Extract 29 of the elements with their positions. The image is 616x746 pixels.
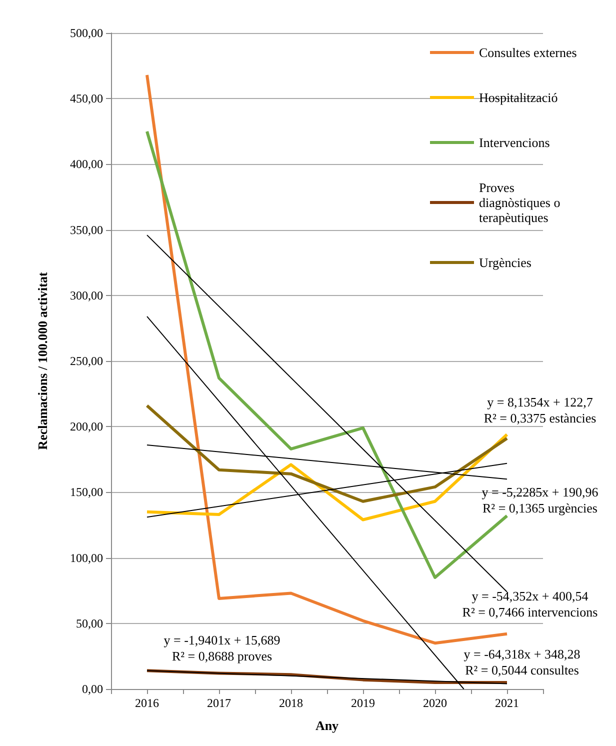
y-tick-label: 400,00	[70, 157, 103, 172]
y-axis-title: Reclamacions / 100.000 activitat	[35, 272, 50, 450]
y-tick-label: 150,00	[70, 485, 103, 500]
x-tick-label: 2019	[351, 696, 375, 710]
y-tick-label: 300,00	[70, 288, 103, 302]
y-tick-label: 50,00	[76, 616, 103, 630]
annotation: y = 8,1354x + 122,7 R² = 0,3375 estàncies	[484, 394, 596, 426]
legend-label: Proves diagnòstiques o terapèutiques	[479, 180, 564, 225]
y-tick-label: 0,00	[82, 682, 103, 696]
x-axis-title: Any	[315, 718, 340, 733]
legend-label: Intervencions	[479, 135, 550, 150]
x-tick-label: 2016	[135, 696, 159, 710]
legend-label: Urgències	[479, 255, 532, 270]
y-tick-label: 100,00	[70, 550, 103, 565]
x-tick-label: 2021	[495, 696, 519, 710]
legend-label: Hospitalització	[479, 90, 558, 105]
annotation: y = -1,9401x + 15,689 R² = 0,8688 proves	[164, 632, 280, 664]
x-tick-label: 2020	[423, 696, 447, 710]
annotation: y = -54,352x + 400,54 R² = 0,7466 intervencions	[462, 588, 598, 620]
y-tick-label: 500,00	[70, 26, 103, 40]
legend-label: Consultes externes	[479, 45, 577, 60]
annotation: y = -64,318x + 348,28 R² = 0,5044 consultes	[464, 646, 580, 678]
x-tick-label: 2018	[279, 696, 303, 710]
y-tick-label: 200,00	[70, 420, 103, 434]
y-tick-label: 450,00	[70, 92, 103, 106]
y-tick-label: 350,00	[70, 222, 103, 237]
annotation: y = -5,2285x + 190,96 R² = 0,1365 urgències	[482, 484, 599, 516]
y-tick-label: 250,00	[70, 354, 103, 368]
x-tick-label: 2017	[207, 696, 231, 710]
